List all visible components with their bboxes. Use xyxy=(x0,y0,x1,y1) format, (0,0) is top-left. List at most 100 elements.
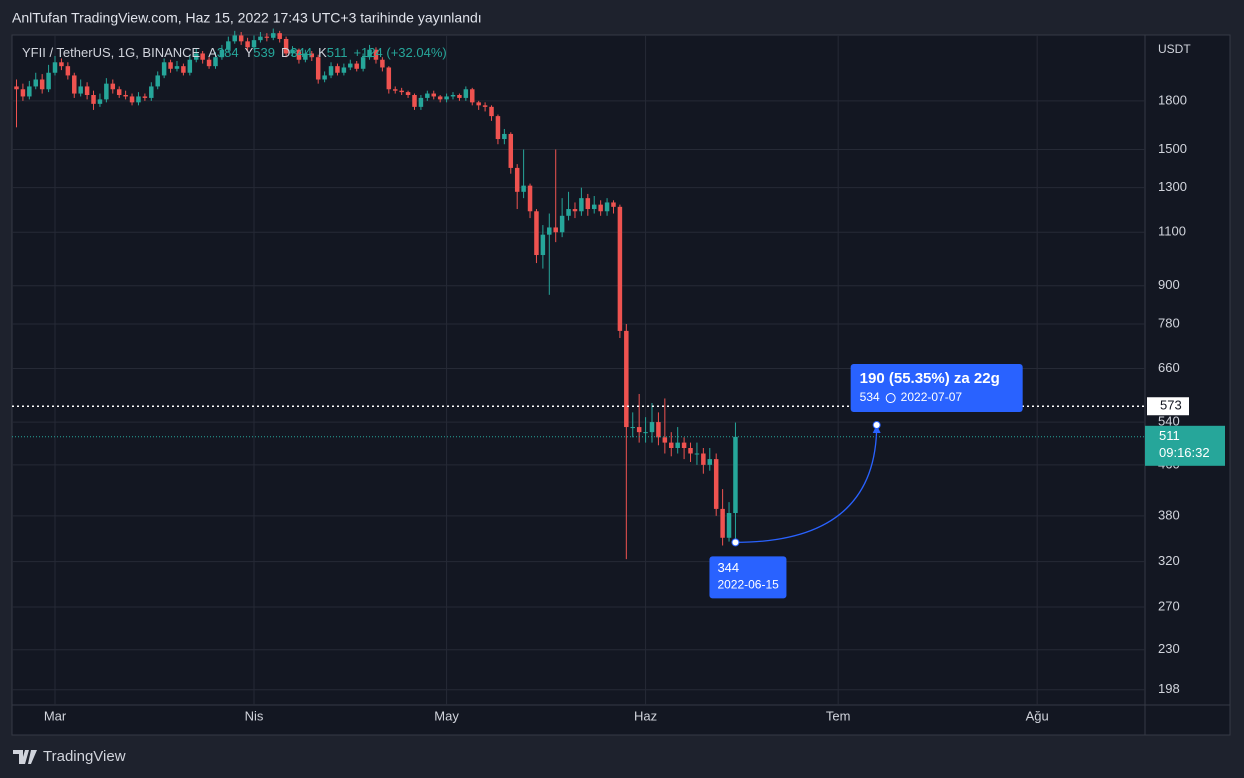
candle-body xyxy=(348,63,353,68)
legend-ohlc-label: K xyxy=(318,45,327,60)
x-tick-label: Nis xyxy=(245,708,264,723)
candle-body xyxy=(495,116,501,140)
candle-body xyxy=(20,89,26,97)
candle-body xyxy=(579,198,584,212)
candle-body xyxy=(97,99,103,104)
candle-body xyxy=(662,437,668,443)
candle-body xyxy=(161,62,167,76)
candle-body xyxy=(193,53,199,60)
candle-body xyxy=(129,96,135,103)
legend-ohlc-value: 511 xyxy=(327,45,348,60)
candle-body xyxy=(707,459,713,465)
candle-body xyxy=(521,185,526,192)
legend: YFII / TetherUS, 1G, BINANCE A384 Y539 D344… xyxy=(22,45,447,60)
candle-body xyxy=(168,62,173,69)
footer-logo: TradingView xyxy=(13,748,126,765)
legend-ohlc-label: A xyxy=(208,45,217,60)
candle-body xyxy=(380,59,385,68)
candle-body xyxy=(418,97,424,107)
candle-body xyxy=(181,66,186,73)
measure-start-point xyxy=(731,538,740,547)
candle-body xyxy=(604,202,610,212)
candle-body xyxy=(457,94,462,98)
measure-end-date: 2022-07-07 xyxy=(901,390,963,404)
candle-body xyxy=(514,167,520,192)
candle-body xyxy=(219,49,225,58)
candle-body xyxy=(399,90,404,93)
legend-symbol: YFII / TetherUS, 1G, BINANCE xyxy=(22,45,201,60)
candle-body xyxy=(360,57,366,69)
candle-body xyxy=(245,41,250,48)
candle-body xyxy=(502,133,507,140)
candle-body xyxy=(450,94,456,97)
candle-body xyxy=(386,67,392,90)
candle-body xyxy=(701,453,706,465)
candle-body xyxy=(116,89,122,95)
candle-body xyxy=(27,86,32,97)
candle-body xyxy=(39,79,45,90)
candle-body xyxy=(322,75,327,80)
candle-body xyxy=(437,96,443,100)
hline-label-box xyxy=(1147,397,1189,416)
candle-body xyxy=(296,49,302,60)
y-tick-label: 900 xyxy=(1158,277,1180,292)
candle-body xyxy=(52,62,58,73)
y-tick-label: 230 xyxy=(1158,641,1180,656)
countdown: 09:16:32 xyxy=(1159,445,1210,460)
legend-ohlc-label: Y xyxy=(245,45,254,60)
candle-body xyxy=(547,227,552,235)
candle-body xyxy=(84,86,90,95)
y-tick-label: 270 xyxy=(1158,598,1180,613)
candle-body xyxy=(649,422,655,433)
last-price-label: 511 xyxy=(1159,428,1180,443)
y-axis-label: USDT xyxy=(1158,42,1191,56)
legend-ohlc-value: 344 xyxy=(290,45,312,60)
candle-body xyxy=(271,33,276,38)
candle-body xyxy=(624,330,629,428)
candle-body xyxy=(200,53,205,60)
candle-body xyxy=(226,41,231,50)
measure-start-date: 2022-06-15 xyxy=(717,578,779,592)
candle-body xyxy=(136,96,141,103)
candle-body xyxy=(142,96,148,98)
candle-body xyxy=(675,442,680,448)
y-tick-label: 380 xyxy=(1158,507,1180,522)
candle-body xyxy=(476,102,481,106)
legend-change: +124 (+32.04%) xyxy=(353,45,446,60)
x-tick-label: Haz xyxy=(634,708,657,723)
candle-body xyxy=(489,106,494,117)
candle-body xyxy=(598,204,603,212)
candle-body xyxy=(572,209,578,212)
candle-body xyxy=(656,422,661,438)
candle-body xyxy=(65,66,71,76)
measure-start-box xyxy=(709,556,787,599)
measure-start-value: 344 xyxy=(717,560,739,575)
candle-body xyxy=(463,89,469,98)
x-tick-label: Mar xyxy=(44,708,67,723)
candle-body xyxy=(155,75,160,87)
candle-body xyxy=(341,67,347,73)
candle-body xyxy=(290,49,295,54)
y-tick-label: 1100 xyxy=(1158,224,1186,239)
candle-body xyxy=(367,49,372,58)
clock-icon xyxy=(885,393,896,404)
candle-body xyxy=(534,211,539,256)
candle-body xyxy=(688,447,693,454)
y-tick-label: 780 xyxy=(1158,315,1180,330)
y-tick-label: 1500 xyxy=(1158,141,1187,156)
candle-body xyxy=(591,204,597,210)
candle-body xyxy=(425,93,430,98)
logo-icon xyxy=(13,750,37,764)
candle-body xyxy=(78,86,83,94)
candle-body xyxy=(59,62,64,67)
candle-body xyxy=(617,206,623,331)
candle-body xyxy=(566,209,571,216)
chart-panel xyxy=(11,34,1231,736)
candle-body xyxy=(72,75,77,94)
y-tick-label: 198 xyxy=(1158,681,1180,696)
candle-body xyxy=(187,59,193,73)
x-tick-label: Tem xyxy=(826,708,851,723)
candle-body xyxy=(328,66,334,76)
candle-body xyxy=(277,33,282,39)
